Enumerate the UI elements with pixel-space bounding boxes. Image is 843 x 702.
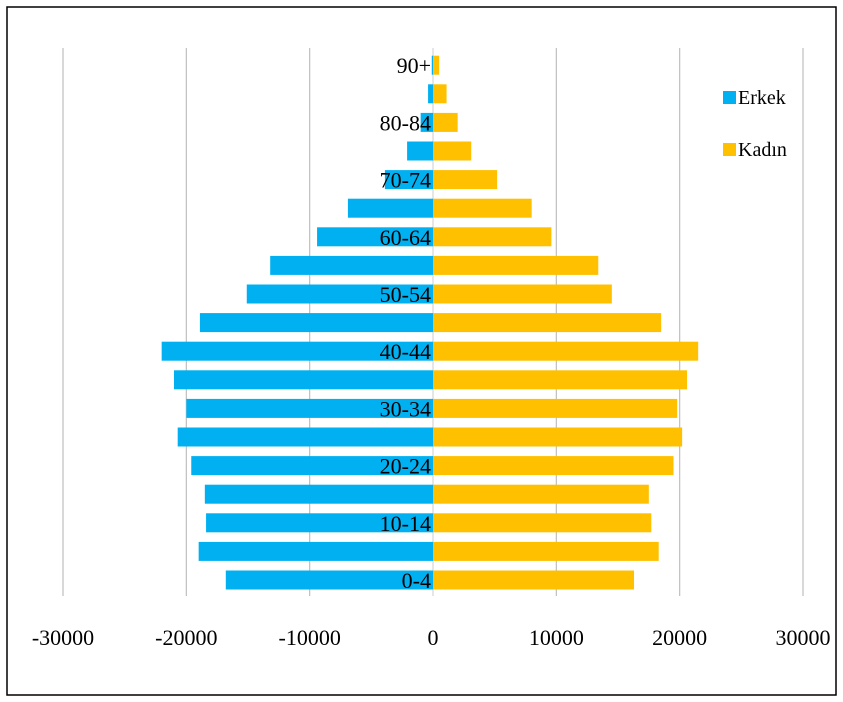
bar-erkek-45-49 (199, 313, 433, 333)
bar-erkek-40-44 (161, 341, 433, 361)
x-tick-label: 0 (428, 625, 439, 650)
bars (161, 55, 699, 590)
category-label: 70-74 (380, 168, 431, 193)
x-tick-label: -20000 (155, 625, 217, 650)
bar-erkek-50-54 (246, 284, 433, 304)
category-label: 0-4 (402, 568, 431, 593)
bar-kadin-50-54 (433, 284, 612, 304)
bar-kadin-70-74 (433, 170, 498, 190)
x-tick-label: -10000 (279, 625, 341, 650)
x-tick-label: 30000 (776, 625, 831, 650)
legend-label-kadin: Kadın (738, 139, 787, 161)
category-label: 50-54 (380, 282, 431, 307)
category-label: 30-34 (380, 396, 431, 421)
bar-erkek-0-4 (225, 570, 433, 590)
bar-erkek-75-79 (407, 141, 433, 161)
bar-erkek-30-34 (186, 398, 433, 418)
bar-kadin-90+ (433, 55, 440, 75)
bar-erkek-80-84 (420, 112, 433, 132)
bar-kadin-20-24 (433, 456, 674, 476)
x-tick-label: 10000 (529, 625, 584, 650)
legend-label-erkek: Erkek (738, 87, 786, 109)
legend-swatch-erkek (723, 91, 736, 104)
legend-swatch-kadin (723, 143, 736, 156)
bar-kadin-40-44 (433, 341, 699, 361)
category-label: 80-84 (380, 110, 431, 135)
bar-erkek-15-19 (204, 484, 433, 504)
bar-erkek-55-59 (270, 255, 433, 275)
bar-erkek-25-29 (177, 427, 433, 447)
bar-kadin-55-59 (433, 255, 599, 275)
bar-erkek-5-9 (198, 541, 433, 561)
bar-kadin-35-39 (433, 370, 688, 390)
category-label: 20-24 (380, 454, 431, 479)
bar-kadin-45-49 (433, 313, 662, 333)
category-label: 40-44 (380, 339, 431, 364)
category-label: 10-14 (380, 511, 431, 536)
category-labels: 0-4 10-14 20-24 30-34 40-44 50-54 60-64 70-74 80… (380, 53, 431, 593)
bar-erkek-65-69 (347, 198, 433, 218)
bar-kadin-60-64 (433, 227, 552, 247)
bar-kadin-5-9 (433, 541, 659, 561)
bar-kadin-0-4 (433, 570, 635, 590)
bar-erkek-85-89 (428, 84, 433, 104)
bar-kadin-85-89 (433, 84, 447, 104)
bar-kadin-30-34 (433, 398, 678, 418)
bar-erkek-35-39 (174, 370, 433, 390)
bar-kadin-80-84 (433, 112, 458, 132)
bar-erkek-20-24 (191, 456, 433, 476)
x-tick-label: 20000 (652, 625, 707, 650)
bar-kadin-10-14 (433, 513, 652, 533)
bar-erkek-70-74 (384, 170, 433, 190)
legend: Erkek Kadın (723, 87, 787, 161)
x-tick-label: -30000 (32, 625, 94, 650)
category-label: 60-64 (380, 225, 431, 250)
bar-erkek-90+ (431, 55, 433, 75)
bar-kadin-25-29 (433, 427, 683, 447)
bar-kadin-15-19 (433, 484, 649, 504)
bar-kadin-65-69 (433, 198, 532, 218)
bar-kadin-75-79 (433, 141, 472, 161)
category-label: 90+ (397, 53, 431, 78)
x-axis-ticks: -30000 -20000 -10000 0 10000 20000 30000 (32, 625, 831, 650)
bar-erkek-10-14 (206, 513, 433, 533)
bar-erkek-60-64 (317, 227, 433, 247)
